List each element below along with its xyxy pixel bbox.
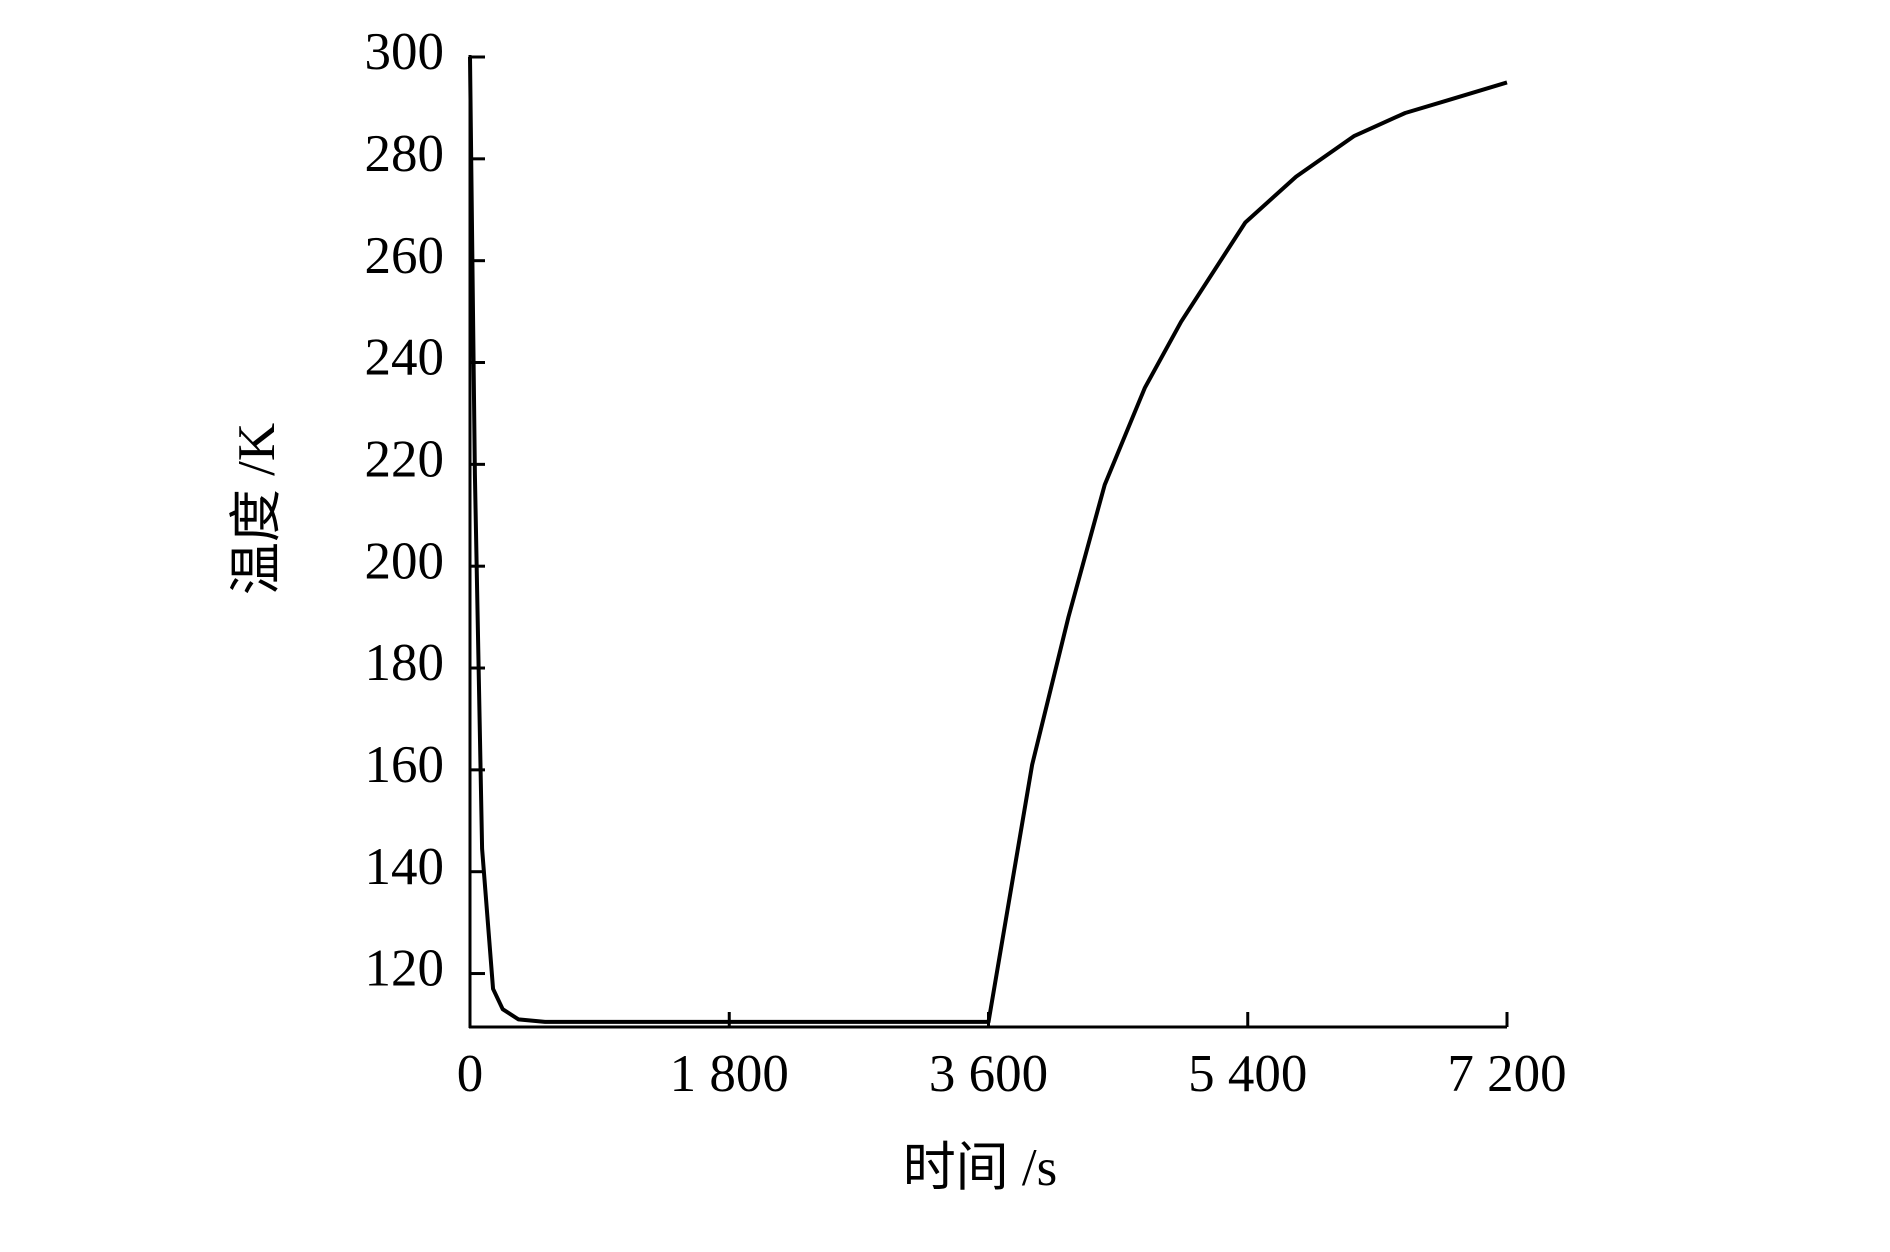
y-tick-label: 220 bbox=[365, 431, 445, 489]
line-series bbox=[468, 56, 1508, 1024]
x-tick-label: 0 bbox=[457, 1045, 484, 1103]
y-tick-label: 160 bbox=[365, 736, 445, 794]
x-tick-label: 3 600 bbox=[929, 1045, 1048, 1103]
y-tick-label: 300 bbox=[365, 23, 445, 81]
y-tick-label: 140 bbox=[365, 838, 445, 896]
y-tick-label: 240 bbox=[365, 329, 445, 387]
y-tick-label: 200 bbox=[365, 532, 445, 590]
y-axis-label: 温度 /K bbox=[228, 423, 286, 595]
y-tick-label: 120 bbox=[365, 940, 445, 998]
x-tick-label: 5 400 bbox=[1188, 1045, 1307, 1103]
y-tick-label: 280 bbox=[365, 125, 445, 183]
x-tick-label: 7 200 bbox=[1447, 1045, 1566, 1103]
y-tick-label: 260 bbox=[365, 227, 445, 285]
y-tick-label: 180 bbox=[365, 634, 445, 692]
x-tick-label: 1 800 bbox=[670, 1045, 789, 1103]
x-axis-label: 时间 /s bbox=[903, 1139, 1058, 1197]
